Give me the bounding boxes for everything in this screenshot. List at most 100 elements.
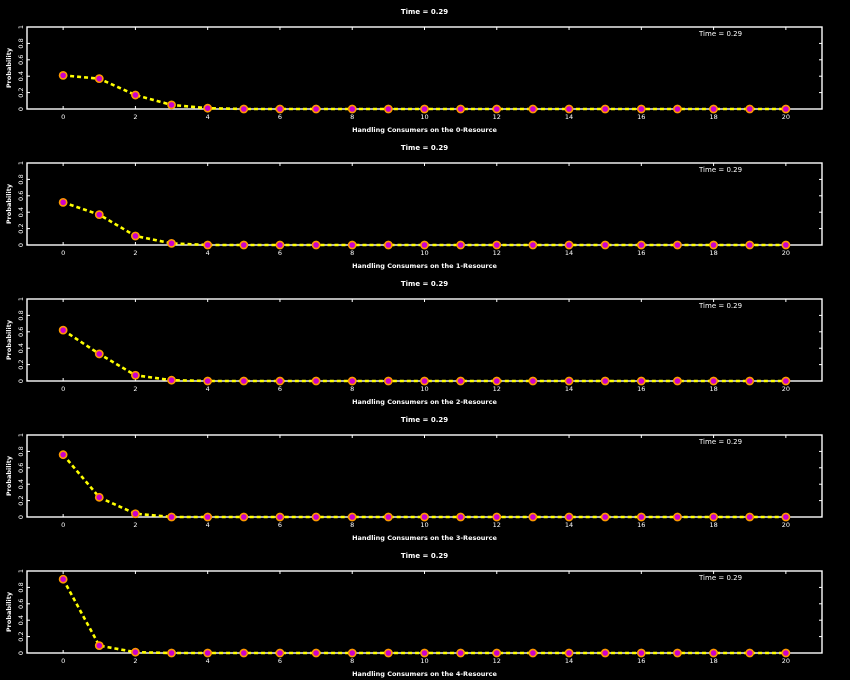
data-point [275,512,285,522]
x-tick-label: 16 [637,385,645,393]
plot-frame [26,298,823,382]
y-tick-label: 0.6 [17,327,25,337]
data-point [347,240,357,250]
data-point [383,240,393,250]
y-tick-label: 0.6 [17,463,25,473]
data-point [347,376,357,386]
x-tick-label: 8 [350,521,354,529]
data-point [528,512,538,522]
x-tick-label: 0 [61,657,65,665]
y-tick-label: 0.8 [17,174,25,184]
x-tick-label: 2 [133,521,137,529]
series-line [62,453,786,519]
data-point [420,376,429,386]
data-point [781,240,791,250]
data-point [528,376,538,386]
x-tick-label: 14 [565,521,573,529]
y-tick-label: 0.2 [17,631,25,641]
data-point [781,648,791,658]
series-line [61,578,786,655]
chart-title: Time = 0.29 [401,416,448,424]
x-tick-label: 14 [565,249,573,257]
data-point [673,376,682,386]
x-tick-label: 12 [493,113,501,121]
y-axis-label: Probability [5,47,13,88]
x-tick-label: 18 [709,113,717,121]
x-axis-label: Handling Consumers on the 0-Resource [352,126,497,134]
x-tick-label: 14 [565,113,573,121]
chart-title: Time = 0.29 [401,8,448,16]
y-tick-label: 0.8 [17,310,25,320]
x-tick-label: 6 [278,249,282,257]
x-tick-label: 10 [420,385,428,393]
data-point [167,100,176,110]
x-tick-label: 16 [637,521,645,529]
x-tick-label: 20 [782,385,790,393]
data-point [709,648,718,658]
x-axis-label: Handling Consumers on the 1-Resource [352,262,497,270]
data-point [239,376,249,386]
x-tick-label: 12 [493,521,501,529]
y-axis-label: Probability [5,183,13,224]
data-point [709,104,718,114]
data-point [58,325,68,335]
data-point [528,104,538,114]
data-point [58,70,68,80]
data-point [564,104,574,114]
y-tick-label: 1 [17,25,25,29]
data-point [167,375,176,385]
data-point [709,376,718,386]
x-tick-label: 14 [565,657,573,665]
data-point [456,376,466,386]
data-point [528,240,538,250]
data-point [311,240,321,250]
x-tick-label: 2 [133,385,137,393]
data-point [781,376,791,386]
x-tick-label: 0 [61,249,65,257]
data-point [239,648,249,658]
time-annotation: Time = 0.29 [698,302,742,310]
x-tick-label: 10 [420,521,428,529]
data-point [239,512,249,522]
data-point [636,104,646,114]
chart-title: Time = 0.29 [401,280,448,288]
data-point [564,376,574,386]
data-point [203,103,213,113]
data-point [709,240,718,250]
x-tick-label: 18 [709,385,717,393]
chart-title: Time = 0.29 [401,144,448,152]
x-tick-label: 10 [420,113,428,121]
data-point [636,240,646,250]
data-point [275,240,285,250]
y-tick-label: 1 [17,297,25,301]
x-axis-label: Handling Consumers on the 4-Resource [352,670,497,678]
data-point [94,74,104,84]
data-point [239,104,249,114]
data-point [745,648,755,658]
data-point [311,648,321,658]
data-point [347,512,357,522]
x-tick-label: 2 [133,657,137,665]
data-point [600,240,610,250]
x-tick-label: 16 [637,657,645,665]
data-point [58,450,68,460]
y-tick-label: 0 [17,651,25,655]
data-point [311,104,321,114]
data-point [167,512,176,522]
y-tick-label: 0.6 [17,191,25,201]
data-point [383,376,393,386]
x-tick-label: 18 [709,521,717,529]
x-tick-label: 8 [350,385,354,393]
data-point [456,512,466,522]
data-point [131,231,140,241]
data-point [58,574,68,584]
x-tick-label: 4 [206,249,210,257]
data-point [673,648,682,658]
y-tick-label: 0.8 [17,38,25,48]
y-tick-label: 0 [17,379,25,383]
data-point [311,376,321,386]
y-tick-label: 0.6 [17,599,25,609]
y-tick-label: 0.4 [17,207,25,217]
